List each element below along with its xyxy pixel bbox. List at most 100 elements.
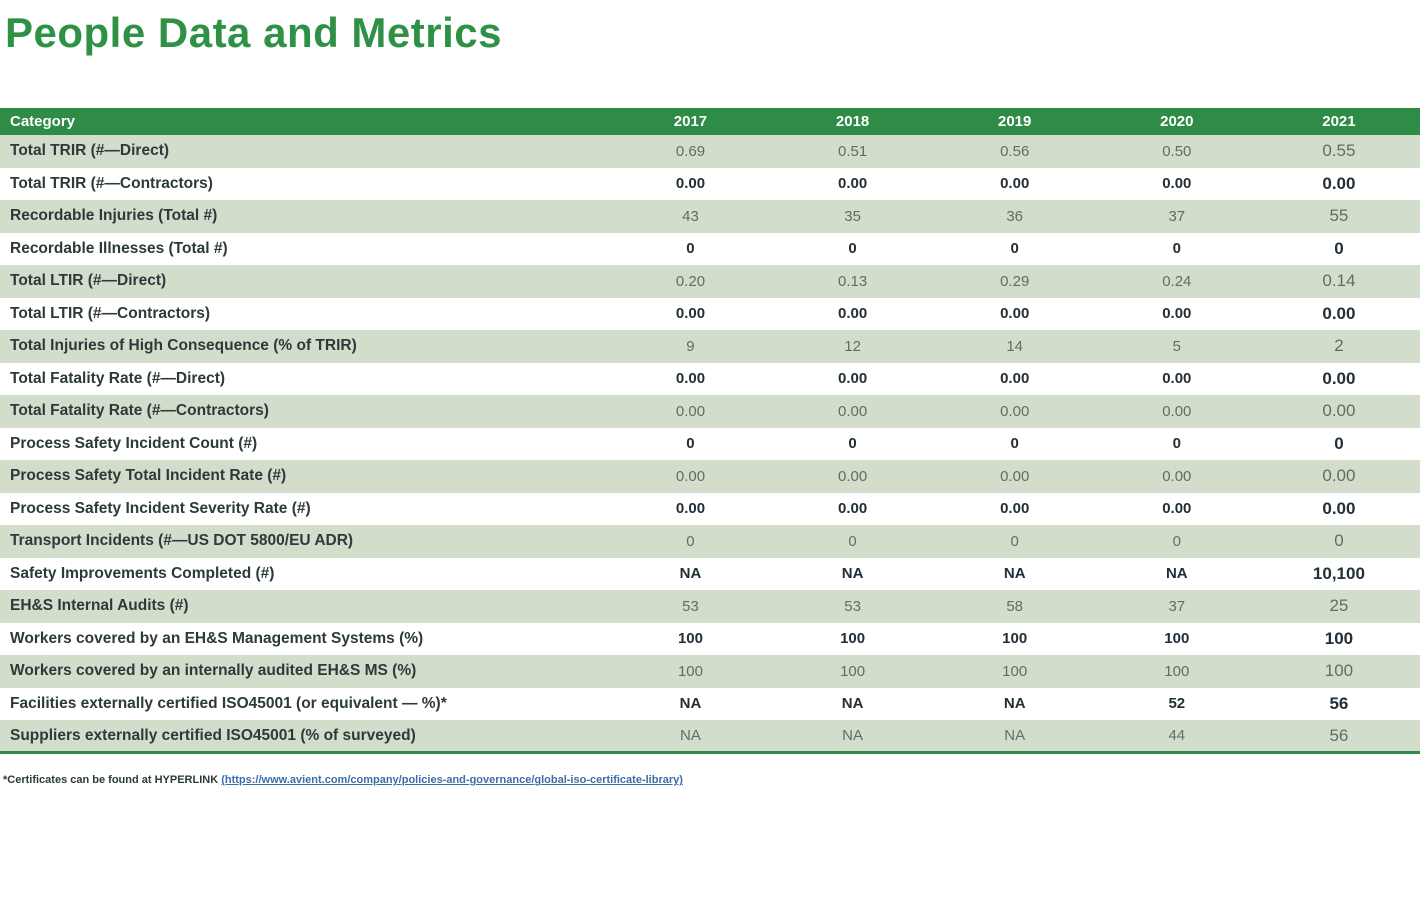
- cell-value: 0: [848, 240, 857, 258]
- cell-value: 0.00: [1000, 370, 1030, 388]
- cell-value: 0.51: [837, 142, 868, 160]
- cell-value: 0.55: [1322, 141, 1356, 161]
- cell-value: 25: [1329, 596, 1349, 616]
- cell-value: 0: [686, 435, 695, 453]
- column-header-2019: 2019: [933, 108, 1096, 136]
- cell-value: 56: [1329, 693, 1349, 713]
- cell-value: NA: [679, 565, 702, 583]
- cell-value: 0.00: [1162, 500, 1192, 518]
- cell-value: NA: [841, 565, 864, 583]
- cell-value: 0.56: [1000, 142, 1030, 160]
- footnote: *Certificates can be found at HYPERLINK …: [3, 774, 1420, 786]
- row-label: Total Fatality Rate (#—Direct): [10, 369, 226, 387]
- table-row: Total Fatality Rate (#—Contractors) 0.00 0…: [0, 395, 1420, 428]
- cell-value: 37: [1168, 207, 1186, 225]
- cell-value: 0.00: [1000, 305, 1030, 323]
- cell-value: 0.50: [1162, 142, 1192, 160]
- cell-value: 0.00: [837, 402, 868, 420]
- table-row: Total Fatality Rate (#—Direct) 0.00 0.00 0.…: [0, 362, 1420, 396]
- cell-value: 0.00: [675, 305, 706, 323]
- row-label: Process Safety Incident Count (#): [10, 434, 258, 452]
- row-label: Total TRIR (#—Direct): [10, 142, 170, 160]
- cell-value: 0.00: [1322, 498, 1356, 518]
- cell-value: 2: [1334, 336, 1344, 356]
- cell-value: 0: [1334, 433, 1344, 453]
- table-row: Recordable Injuries (Total #) 43 35 36 37 55: [0, 200, 1420, 233]
- row-label: Total LTIR (#—Contractors): [10, 304, 211, 322]
- cell-value: 0.14: [1322, 271, 1356, 291]
- row-label: Facilities externally certified ISO45001…: [10, 694, 447, 712]
- table-row: Total Injuries of High Consequence (% of…: [0, 330, 1420, 363]
- table-header-row: Category 2017 2018 2019 2020 2021: [0, 108, 1420, 136]
- row-label: Transport Incidents (#—US DOT 5800/EU AD…: [10, 532, 354, 550]
- cell-value: 100: [1324, 661, 1354, 681]
- table-row: Process Safety Incident Severity Rate (#…: [0, 492, 1420, 526]
- row-label: Total Fatality Rate (#—Contractors): [10, 402, 269, 420]
- table-row: Safety Improvements Completed (#) NA NA NA N…: [0, 557, 1420, 591]
- row-label: Suppliers externally certified ISO45001 …: [10, 726, 416, 744]
- table-row: EH&S Internal Audits (#) 53 53 58 37 25: [0, 590, 1420, 623]
- cell-value: 100: [1002, 662, 1028, 680]
- cell-value: 0.00: [837, 305, 868, 323]
- column-header-2021: 2021: [1257, 108, 1420, 136]
- cell-value: 0.00: [675, 500, 706, 518]
- cell-value: 0.00: [837, 500, 868, 518]
- row-label: EH&S Internal Audits (#): [10, 597, 189, 615]
- cell-value: 14: [1006, 337, 1024, 355]
- cell-value: 52: [1168, 695, 1186, 713]
- cell-value: 0.00: [675, 175, 706, 193]
- cell-value: 100: [840, 630, 866, 648]
- column-header-2018: 2018: [771, 108, 934, 136]
- cell-value: 100: [677, 662, 703, 680]
- cell-value: 44: [1168, 727, 1186, 745]
- row-label: Workers covered by an EH&S Management Sy…: [10, 629, 424, 647]
- table-row: Workers covered by an EH&S Management Sy…: [0, 622, 1420, 656]
- cell-value: 0.00: [675, 402, 706, 420]
- page-title: People Data and Metrics: [5, 9, 502, 56]
- cell-value: 0.20: [675, 272, 706, 290]
- cell-value: 0.00: [1000, 402, 1030, 420]
- cell-value: NA: [1003, 695, 1026, 713]
- table-row: Total LTIR (#—Contractors) 0.00 0.00 0.00 0.…: [0, 297, 1420, 331]
- cell-value: 0: [686, 240, 695, 258]
- cell-value: 36: [1006, 207, 1024, 225]
- row-label: Process Safety Incident Severity Rate (#…: [10, 499, 311, 517]
- row-label: Total TRIR (#—Contractors): [10, 174, 213, 192]
- cell-value: 0.00: [1162, 175, 1192, 193]
- cell-value: 100: [840, 662, 866, 680]
- people-data-metrics-table: Category 2017 2018 2019 2020 2021 Total …: [0, 108, 1420, 755]
- row-label: Process Safety Total Incident Rate (#): [10, 467, 287, 485]
- row-label: Safety Improvements Completed (#): [10, 564, 275, 582]
- cell-value: NA: [842, 727, 863, 745]
- cell-value: 56: [1329, 725, 1349, 745]
- cell-value: 0: [1172, 240, 1181, 258]
- cell-value: 0: [1010, 435, 1019, 453]
- cell-value: 12: [844, 337, 861, 355]
- cell-value: 0.00: [1162, 467, 1192, 485]
- cell-value: 0.00: [1000, 467, 1030, 485]
- cell-value: 0.00: [837, 175, 868, 193]
- cell-value: 0.00: [1000, 175, 1030, 193]
- cell-value: 58: [1006, 597, 1024, 615]
- cell-value: 9: [686, 337, 695, 355]
- cell-value: 0.24: [1162, 272, 1192, 290]
- cell-value: NA: [841, 695, 864, 713]
- cell-value: 0: [1172, 532, 1181, 550]
- cell-value: 0: [1334, 531, 1344, 551]
- cell-value: 0.00: [837, 467, 868, 485]
- cell-value: 100: [677, 630, 703, 648]
- certificates-link[interactable]: (https://www.avient.com/company/policies…: [221, 774, 683, 787]
- cell-value: 0.00: [1322, 401, 1356, 421]
- table-row: Facilities externally certified ISO45001…: [0, 687, 1420, 721]
- cell-value: 0: [686, 532, 695, 550]
- cell-value: 100: [1324, 628, 1354, 648]
- column-header-2020: 2020: [1095, 108, 1258, 136]
- row-label: Total LTIR (#—Direct): [10, 272, 167, 290]
- cell-value: 0.29: [1000, 272, 1030, 290]
- cell-value: 55: [1329, 206, 1349, 226]
- cell-value: NA: [1004, 727, 1026, 745]
- table-row: Process Safety Total Incident Rate (#) 0.…: [0, 460, 1420, 493]
- cell-value: 10,100: [1312, 563, 1365, 583]
- cell-value: 0.00: [1162, 305, 1192, 323]
- cell-value: 5: [1172, 337, 1181, 355]
